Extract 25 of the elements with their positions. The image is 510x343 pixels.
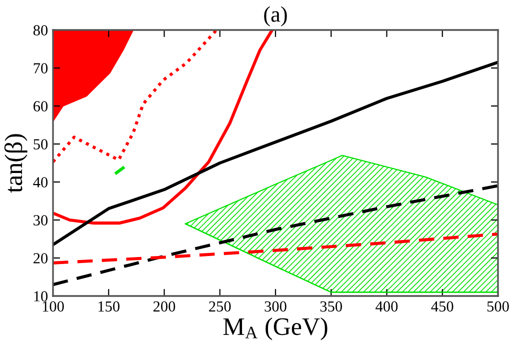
line-series	[53, 30, 218, 164]
y-tick-label: 40	[33, 177, 48, 188]
x-tick-label: 400	[376, 301, 398, 312]
x-tick-label: 450	[431, 301, 454, 312]
x-tick-label: 300	[264, 301, 286, 312]
y-tick-label: 20	[34, 253, 48, 264]
x-tick-label: 500	[487, 301, 509, 312]
y-tick-label: 10	[34, 291, 48, 302]
y-tick-label: 70	[34, 63, 48, 74]
y-tick-label: 30	[34, 215, 48, 226]
y-tick-label: 50	[34, 139, 48, 150]
y-tick-label: 80	[33, 25, 48, 36]
x-tick-label: 100	[42, 301, 64, 312]
x-tick-label: 150	[98, 301, 120, 312]
chart-title: (a)	[264, 6, 287, 26]
line-series	[53, 60, 498, 246]
x-tick-label: 250	[209, 301, 231, 312]
y-axis-title: tan(β)	[4, 134, 28, 193]
x-tick-label: 200	[153, 301, 176, 312]
y-tick-label: 60	[34, 101, 48, 112]
line-series	[53, 184, 498, 286]
line-series	[53, 30, 274, 225]
x-tick-label: 350	[320, 301, 342, 312]
line-series	[53, 232, 498, 264]
x-axis-title: M$_{A}$ (GeV)	[223, 317, 328, 340]
